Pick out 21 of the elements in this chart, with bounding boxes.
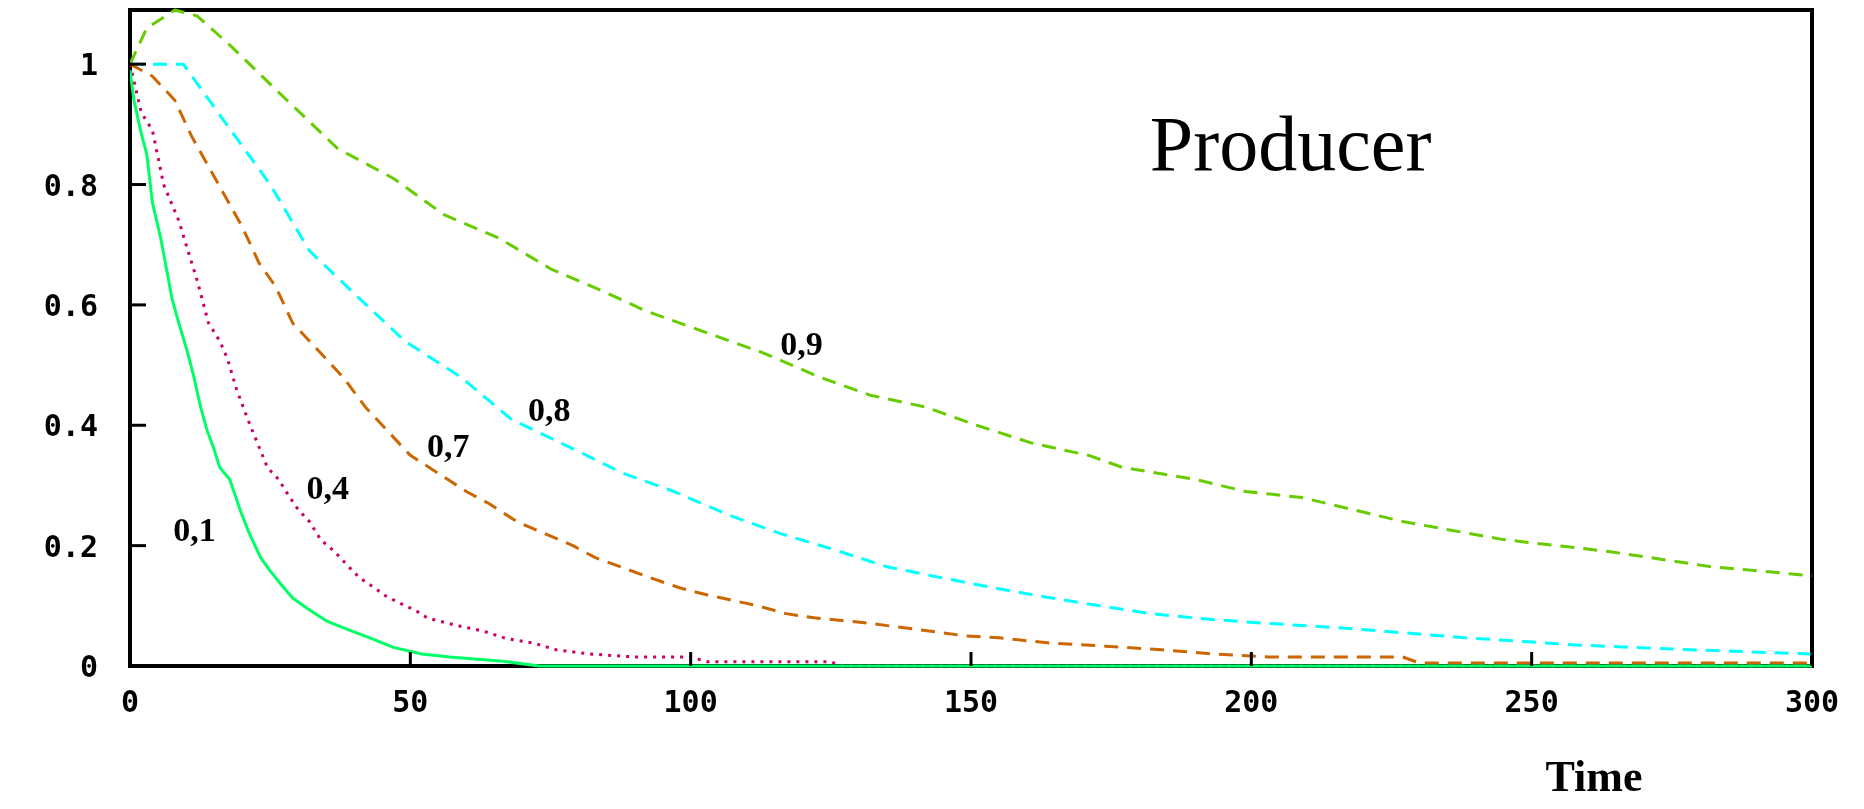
x-tick-label: 50 [392,684,429,719]
x-tick-label: 0 [120,684,140,719]
text: Producer [1149,100,1432,187]
y-tick-label: 0.6 [43,287,98,323]
x-tick-label: 250 [1504,684,1559,719]
x-axis-title: Time [1545,752,1643,801]
series-label: 0,4 [306,469,350,507]
x-tick-label: 300 [1784,684,1840,719]
y-tick-label: 0.8 [43,167,98,203]
line-series [130,8,1812,578]
y-tick-label: 0.4 [43,408,98,444]
series-label: 0,7 [427,427,470,465]
y-tick-label: 0.2 [43,528,98,564]
series-label: 0,9 [780,324,823,362]
x-tick-label: 200 [1224,684,1279,719]
y-tick-label: 0 [79,649,98,684]
series-label: 0,8 [528,391,571,429]
series-label: 0,1 [173,511,216,549]
x-tick-label: 150 [943,684,999,719]
x-tick-label: 100 [663,684,718,719]
y-tick-label: 1 [79,47,98,83]
